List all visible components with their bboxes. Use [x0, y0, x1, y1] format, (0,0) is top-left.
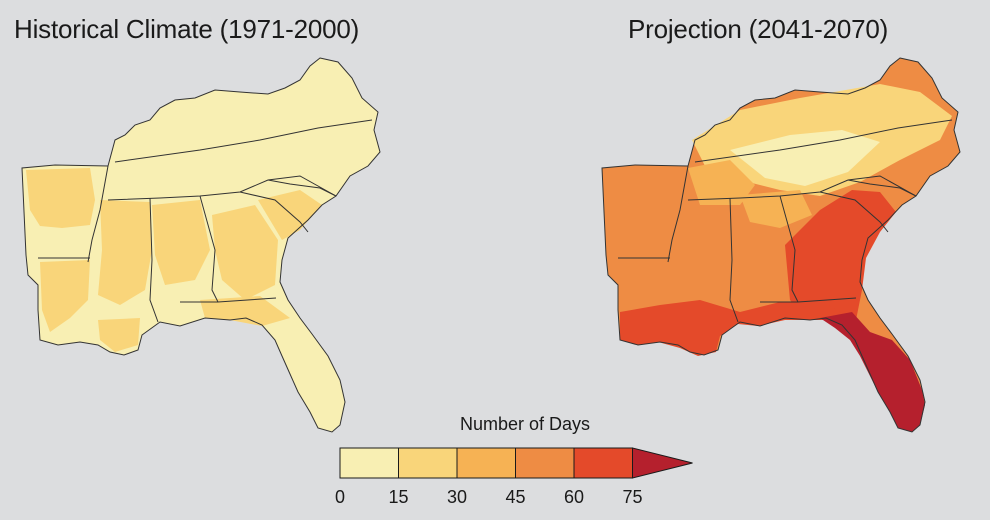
projection-border-georgia-carolinas — [819, 191, 889, 233]
legend-color-bar — [339, 447, 693, 479]
historical-map — [22, 58, 380, 432]
legend-bin-15-30 — [398, 447, 458, 479]
historical-patch-georgia — [212, 205, 278, 300]
historical-patch-louisiana — [40, 260, 90, 332]
historical-border-florida-north — [180, 297, 277, 303]
legend-tick-label: 75 — [622, 487, 643, 507]
historical-patch-mississippi — [98, 200, 152, 305]
legend-title: Number of Days — [459, 414, 591, 434]
projection-patch-coastal-plain — [785, 190, 896, 325]
legend-bin-0-15 — [339, 447, 399, 479]
historical-border-arkansas-east — [87, 165, 109, 263]
historical-border-georgia-carolinas — [239, 191, 309, 233]
historical-border-alabama-georgia — [199, 195, 219, 303]
projection-patch-tn-valley — [688, 160, 755, 205]
projection-border-kentucky-tennessee — [694, 119, 953, 163]
projection-border-arkansas-east — [667, 165, 689, 263]
historical-border-kentucky-tennessee — [114, 119, 373, 163]
projection-border-alabama-georgia — [779, 195, 799, 303]
legend-tick-label: 30 — [446, 487, 468, 507]
legend-tick-label: 45 — [505, 487, 526, 507]
projection-patch-gulf-coast — [620, 300, 850, 356]
legend-tick-label: 0 — [334, 487, 346, 507]
historical-patch-carolinas — [258, 190, 322, 240]
historical-patch-gulf — [98, 318, 140, 352]
historical-patch-arkansas — [26, 168, 95, 228]
legend-tick-label: 15 — [388, 487, 409, 507]
projection-patch-mountains — [730, 130, 880, 186]
legend-bin-over-75 — [632, 447, 693, 479]
historical-state-borders — [21, 57, 381, 433]
projection-patch-north-al — [740, 190, 812, 228]
historical-patch-panhandle — [200, 296, 290, 326]
historical-border-mississippi-alabama — [149, 197, 159, 323]
legend-bin-30-45 — [456, 447, 516, 479]
historical-map-title: Historical Climate (1971-2000) — [14, 14, 360, 44]
legend-bin-60-75 — [573, 447, 633, 479]
projection-border-nc-sc — [847, 179, 917, 197]
projection-border-mississippi-alabama — [729, 197, 739, 323]
projection-map — [602, 58, 960, 432]
legend-tick-label: 60 — [563, 487, 585, 507]
historical-patch-alabama — [152, 200, 210, 285]
projection-patch-florida — [820, 312, 925, 432]
legend-bin-45-60 — [515, 447, 575, 479]
projection-state-borders — [601, 57, 961, 433]
projection-border-florida-north — [760, 297, 857, 303]
historical-border-nc-sc — [267, 179, 337, 197]
projection-map-title: Projection (2041-2070) — [628, 14, 889, 44]
